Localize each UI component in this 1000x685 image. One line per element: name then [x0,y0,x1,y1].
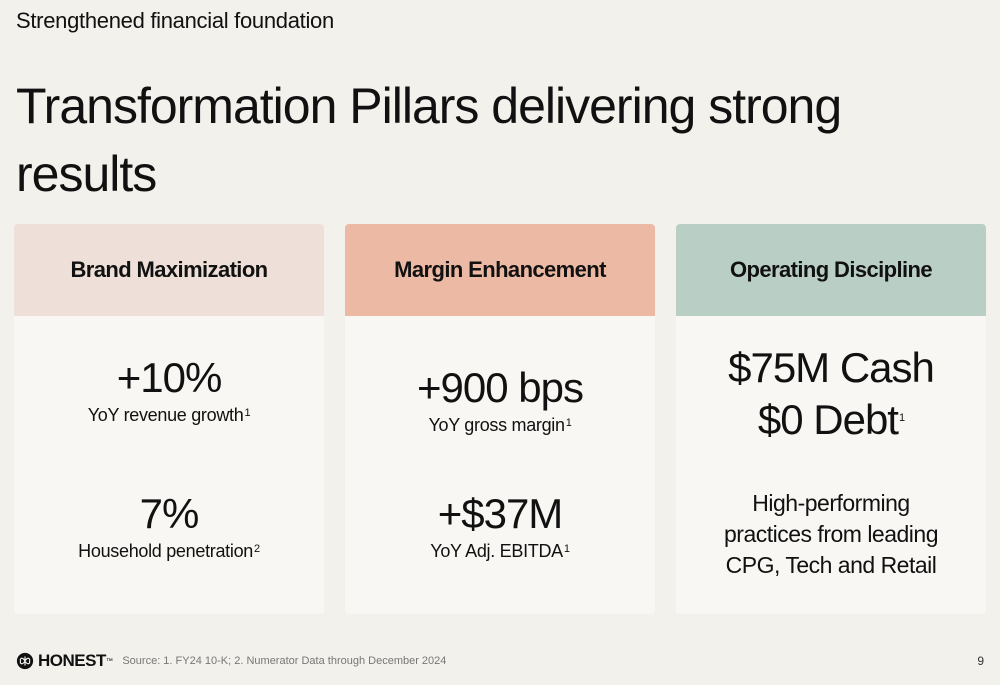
metric-value: 7% [139,490,200,537]
pillar-heading: Operating Discipline [676,224,986,316]
practices-line: CPG, Tech and Retail [725,552,937,578]
metric-gross-margin: +900 bps YoY gross margin1 [345,364,655,436]
footnote-ref: 1 [563,543,570,555]
footnote-ref: 1 [898,412,905,424]
metric-label: YoY gross margin1 [428,415,572,435]
metric-label: YoY revenue growth1 [87,405,251,425]
metric-label: Household penetration2 [78,541,260,561]
metric-household-penetration: 7% Household penetration2 [14,490,324,562]
pillar-heading: Brand Maximization [14,224,324,316]
footnote-ref: 1 [565,417,572,429]
metric-value: +10% [116,354,223,401]
metric-label: YoY Adj. EBITDA1 [430,541,570,561]
section-subtitle: Strengthened financial foundation [16,8,334,33]
practices-line: practices from leading [724,521,939,547]
pillar-heading: Margin Enhancement [345,224,655,316]
metric-value: +$37M [437,490,564,537]
metric-cash-debt: $75M Cash $0 Debt1 [676,342,986,446]
metric-adj-ebitda: +$37M YoY Adj. EBITDA1 [345,490,655,562]
metric-revenue-growth: +10% YoY revenue growth1 [14,354,324,426]
source-note: Source: 1. FY24 10-K; 2. Numerator Data … [122,655,447,667]
butterfly-icon [16,652,34,670]
page-title: Transformation Pillars delivering strong… [16,78,842,202]
footnote-ref: 2 [254,543,260,555]
pillar-operating-discipline: Operating Discipline $75M Cash $0 Debt1 … [676,224,986,614]
debt-value: $0 Debt1 [757,396,905,443]
practices-line: High-performing [752,490,910,516]
pillar-margin-enhancement: Margin Enhancement +900 bps YoY gross ma… [345,224,655,614]
cash-value: $75M Cash [728,344,935,391]
practices-text: High-performing practices from leading C… [676,488,986,581]
pillar-brand-maximization: Brand Maximization +10% YoY revenue grow… [14,224,324,614]
footnote-ref: 1 [244,407,251,419]
honest-logo: HONEST ™ [16,651,113,671]
page-number: 9 [977,654,984,668]
metric-value: +900 bps [417,364,584,411]
footer: HONEST ™ Source: 1. FY24 10-K; 2. Numerat… [16,650,446,672]
